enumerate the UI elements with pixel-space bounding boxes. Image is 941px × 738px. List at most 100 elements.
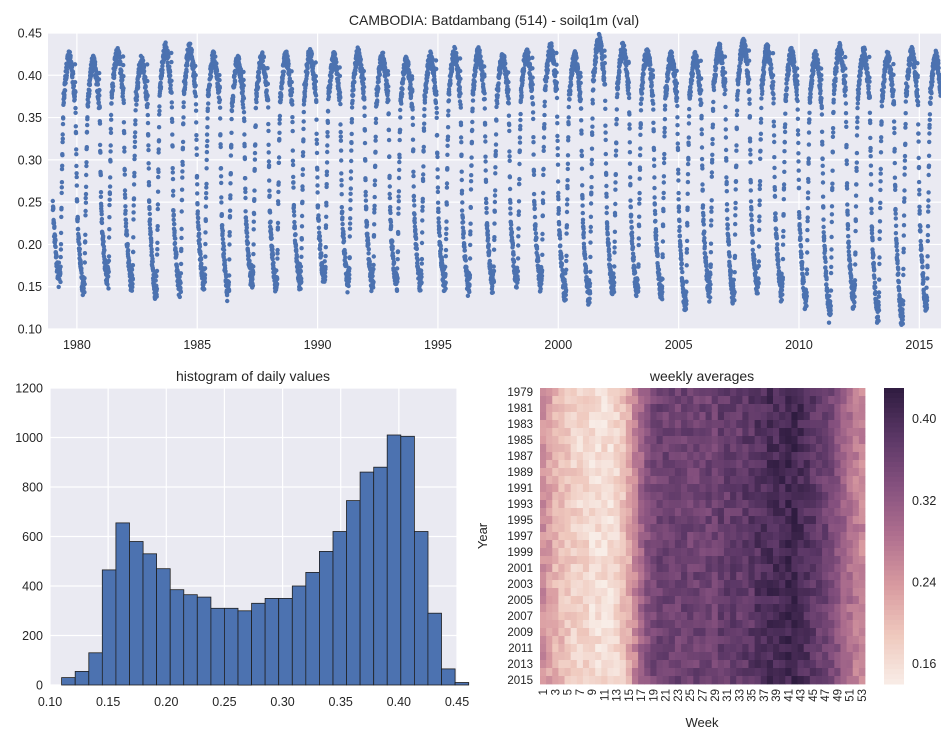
timeseries-point [627, 96, 631, 100]
timeseries-point [314, 74, 318, 78]
timeseries-point [421, 179, 425, 183]
timeseries-point [662, 191, 666, 195]
timeseries-point [676, 171, 680, 175]
timeseries-point [243, 209, 247, 213]
timeseries-point [365, 232, 369, 236]
timeseries-point [59, 255, 63, 259]
timeseries-point [517, 162, 521, 166]
timeseries-point [413, 216, 417, 220]
timeseries-point [374, 121, 378, 125]
timeseries-point [526, 50, 530, 54]
timeseries-point [608, 264, 612, 268]
timeseries-point [294, 243, 298, 247]
timeseries-point [704, 255, 708, 259]
timeseries-point [467, 290, 471, 294]
timeseries-point [686, 180, 690, 184]
timeseries-point [219, 200, 223, 204]
timeseries-point [588, 255, 592, 259]
timeseries-point [436, 175, 440, 179]
timeseries-point [660, 297, 664, 301]
timeseries-point [194, 138, 198, 142]
timeseries-point [243, 190, 247, 194]
timeseries-point [366, 242, 370, 246]
timeseries-point [542, 113, 546, 117]
timeseries-point [542, 135, 546, 139]
timeseries-point [446, 125, 450, 129]
timeseries-point [267, 189, 271, 193]
timeseries-point [564, 231, 568, 235]
timeseries-point [292, 203, 296, 207]
timeseries-point [388, 184, 392, 188]
timeseries-point [267, 194, 271, 198]
timeseries-point [79, 262, 83, 266]
timeseries-point [371, 285, 375, 289]
timeseries-point [350, 99, 354, 103]
timeseries-point [85, 130, 89, 134]
timeseries-point [652, 129, 656, 133]
timeseries-point [279, 86, 283, 90]
timeseries-point [389, 224, 393, 228]
timeseries-point [407, 71, 411, 75]
timeseries-point [86, 100, 90, 104]
timeseries-point [73, 94, 77, 98]
timeseries-point [299, 246, 303, 250]
timeseries-point [507, 101, 511, 105]
timeseries-point [588, 291, 592, 295]
timeseries-point [277, 180, 281, 184]
timeseries-point [652, 186, 656, 190]
timeseries-point [641, 72, 645, 76]
timeseries-point [459, 140, 463, 144]
timeseries-point [133, 145, 137, 149]
timeseries-point [364, 193, 368, 197]
timeseries-point [60, 180, 64, 184]
timeseries-point [252, 220, 256, 224]
timeseries-point [204, 182, 208, 186]
timeseries-point [221, 229, 225, 233]
timeseries-point [348, 216, 352, 220]
timeseries-point [611, 271, 615, 275]
timeseries-point [566, 162, 570, 166]
timeseries-point [54, 254, 58, 258]
timeseries-point [194, 109, 198, 113]
timeseries-point [266, 82, 270, 86]
timeseries-point [617, 70, 621, 74]
timeseries-point [606, 237, 610, 241]
timeseries-point [463, 254, 467, 258]
timeseries-point [136, 81, 140, 85]
timeseries-point [107, 227, 111, 231]
timeseries-point [387, 154, 391, 158]
timeseries-point [687, 114, 691, 118]
timeseries-point [243, 157, 247, 161]
timeseries-point [180, 198, 184, 202]
timeseries-point [556, 146, 560, 150]
timeseries-point [434, 101, 438, 105]
timeseries-point [299, 255, 303, 259]
timeseries-point [348, 255, 352, 259]
timeseries-point [245, 231, 249, 235]
timeseries-point [83, 239, 87, 243]
timeseries-point [247, 259, 251, 263]
timeseries-point [257, 77, 261, 81]
timeseries-point [612, 280, 616, 284]
timeseries-point [146, 102, 150, 106]
timeseries-point [73, 62, 77, 66]
timeseries-point [195, 191, 199, 195]
timeseries-point [556, 163, 560, 167]
timeseries-point [517, 177, 521, 181]
timeseries-point [468, 273, 472, 277]
timeseries-point [146, 161, 150, 165]
timeseries-point [184, 69, 188, 73]
timeseries-point [127, 258, 131, 262]
timeseries-point [470, 128, 474, 132]
timeseries-point [197, 237, 201, 241]
timeseries-point [316, 213, 320, 217]
timeseries-point [469, 206, 473, 210]
timeseries-point [268, 210, 272, 214]
timeseries-point [325, 134, 329, 138]
timeseries-point [155, 287, 159, 291]
timeseries-point [493, 210, 497, 214]
timeseries-point [507, 129, 511, 133]
timeseries-point [564, 288, 568, 292]
timeseries-point [704, 263, 708, 267]
